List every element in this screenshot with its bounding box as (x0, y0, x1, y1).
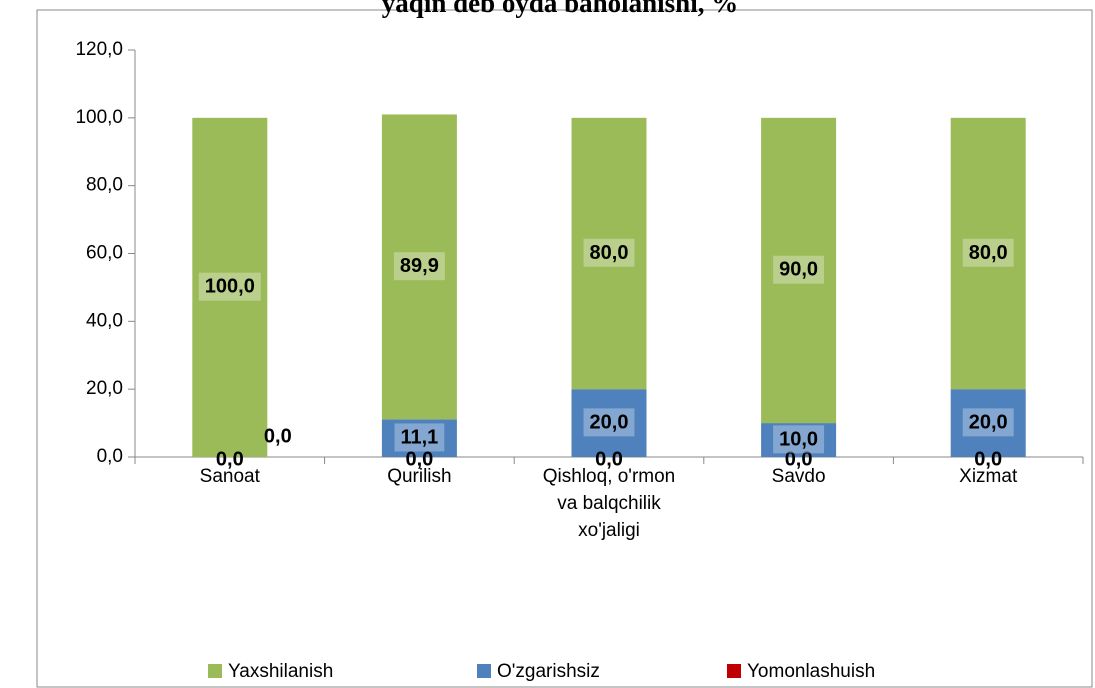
x-tick-label: Qurilish (387, 466, 451, 487)
x-tick-label: Savdo (772, 466, 826, 487)
x-tick-label: Qishloq, o'rmon va balqchilik xo'jaligi (543, 466, 675, 541)
y-tick-label: 120,0 (75, 39, 123, 60)
legend-label: Yomonlashuish (747, 661, 875, 682)
data-label-bg (394, 423, 445, 452)
data-label: 0,0 (974, 448, 1002, 470)
data-label: 0,0 (405, 448, 433, 470)
data-label-bg (773, 425, 825, 454)
legend-swatch (727, 664, 741, 678)
data-label: 11,1 (400, 426, 438, 448)
bar-segment (950, 117, 1026, 390)
bar-segment (761, 423, 837, 457)
data-label: 20,0 (969, 411, 1008, 433)
legend-swatch (477, 664, 491, 678)
data-label-bg (962, 408, 1014, 437)
bar-segment (571, 389, 647, 457)
data-label: 89,9 (400, 255, 439, 277)
y-tick-label: 80,0 (86, 175, 123, 196)
bar-segment (571, 117, 647, 390)
data-label-bg (393, 252, 445, 281)
x-tick-label: Sanoat (200, 466, 261, 487)
data-label: 20,0 (590, 411, 629, 433)
data-label: 0,0 (264, 425, 292, 447)
bar-segment (381, 419, 457, 457)
data-label: 0,0 (785, 448, 813, 470)
bar-segment (950, 389, 1026, 457)
data-label-bg (583, 408, 635, 437)
bar-segment (381, 114, 457, 420)
data-label-bg (962, 238, 1014, 267)
data-label-bg (198, 272, 261, 301)
legend-label: Yaxshilanish (228, 661, 333, 682)
data-label: 90,0 (779, 259, 818, 281)
y-tick-label: 40,0 (86, 310, 123, 331)
x-tick-label: Xizmat (959, 466, 1018, 487)
y-tick-label: 20,0 (86, 378, 123, 399)
data-label: 10,0 (779, 428, 818, 450)
legend-label: O'zgarishsiz (497, 661, 600, 682)
data-label: 0,0 (216, 448, 244, 470)
data-label-bg (773, 255, 825, 284)
bar-segment (761, 117, 837, 424)
data-label: 80,0 (969, 242, 1008, 264)
y-tick-label: 0,0 (97, 446, 123, 467)
y-tick-label: 60,0 (86, 243, 123, 264)
data-label: 100,0 (205, 276, 255, 298)
data-label: 80,0 (590, 242, 629, 264)
y-tick-label: 100,0 (75, 107, 123, 128)
chart-title: yaqin deb oyda baholanishi, % (382, 0, 738, 18)
data-label-bg (583, 238, 635, 267)
legend-swatch (208, 664, 222, 678)
data-label: 0,0 (595, 448, 623, 470)
bar-segment (192, 117, 268, 457)
